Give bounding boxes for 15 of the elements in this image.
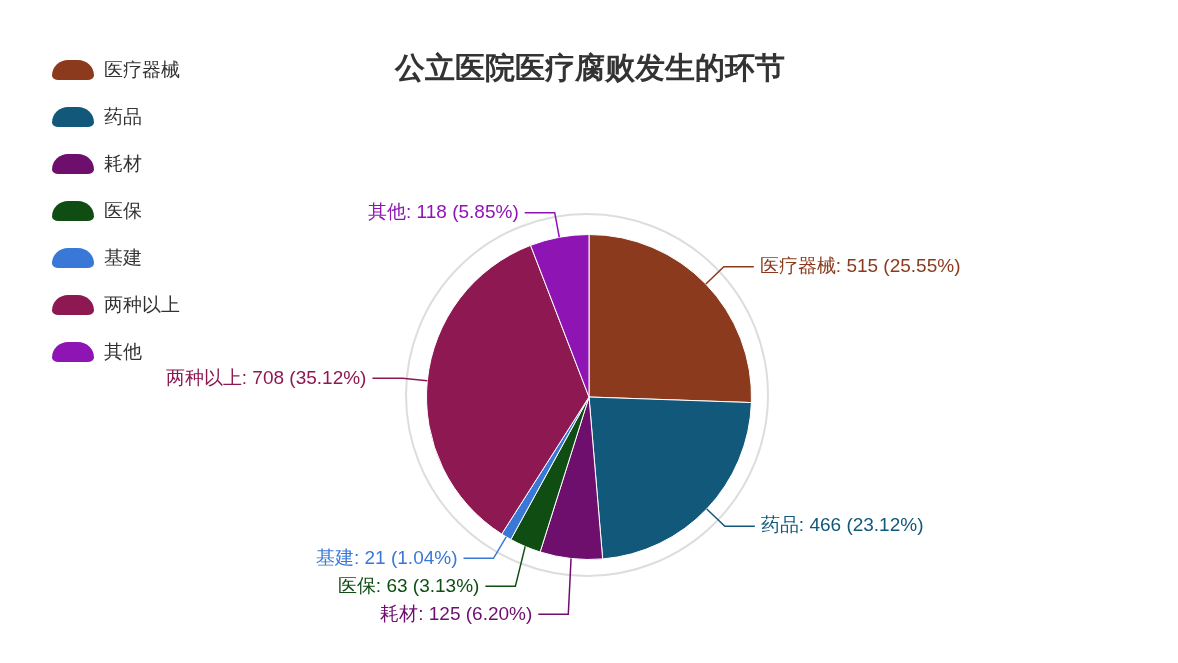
legend-label: 医疗器械 [104,57,180,82]
category-label: 耗材: 125 (6.20%) [380,602,533,624]
legend-label: 两种以上 [104,292,180,317]
legend-label: 耗材 [104,151,142,176]
legend-label: 基建 [104,245,142,270]
legend-label: 药品 [104,104,142,129]
category-label: 医疗器械: 515 (25.55%) [759,254,961,276]
category-label: 其他: 118 (5.85%) [368,200,519,222]
legend-label: 医保 [104,198,142,223]
category-label: 两种以上: 708 (35.12%) [165,366,367,388]
category-label: 药品: 466 (23.12%) [760,514,924,536]
legend-label: 其他 [104,339,142,364]
chart-title: 公立医院医疗腐败发生的环节 [393,49,786,87]
category-label: 基建: 21 (1.04%) [315,546,458,568]
category-label: 医保: 63 (3.13%) [337,574,480,596]
